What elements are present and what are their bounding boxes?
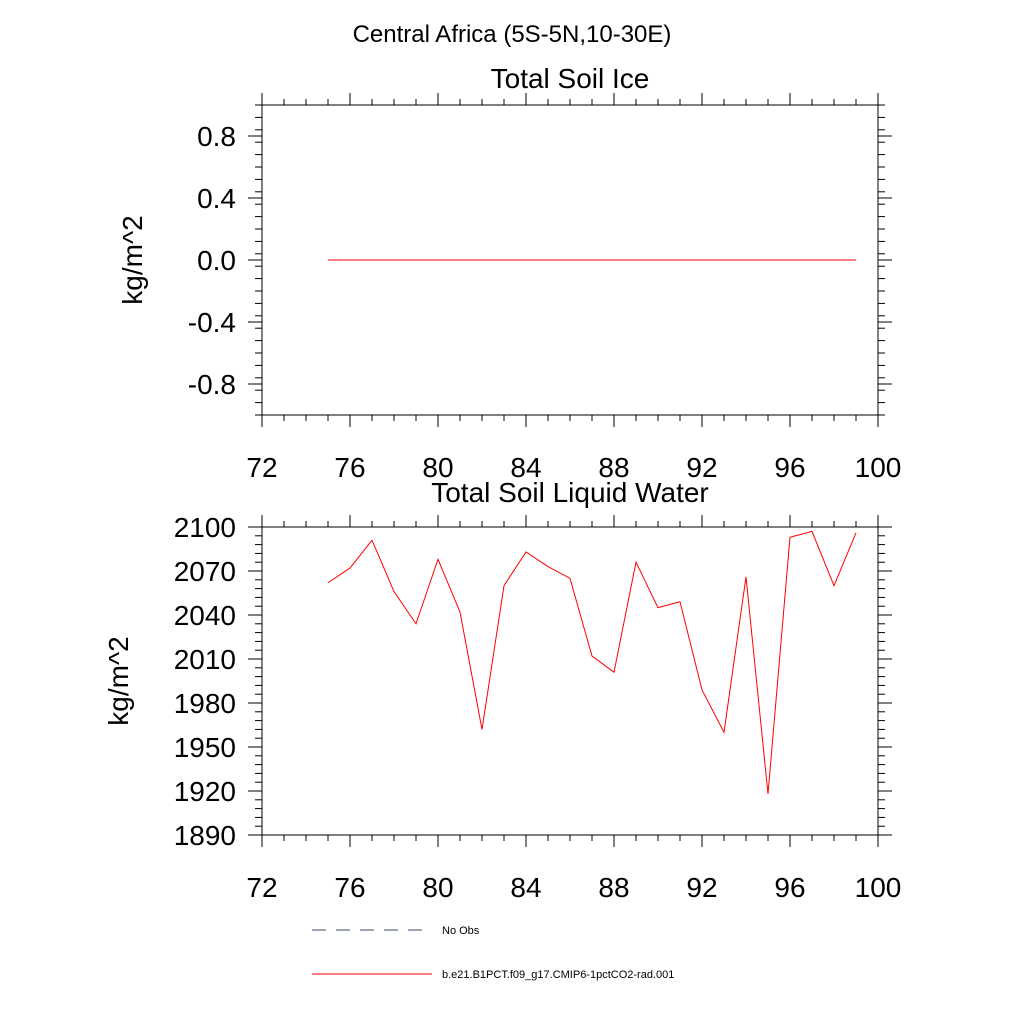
soil-ice-ytick-label: 0.8 [197, 121, 236, 152]
soil-ice-xtick-label: 80 [422, 452, 453, 483]
soil-liquid-water-plot-frame [261, 526, 879, 836]
soil-liquid-water-xtick-label: 84 [510, 872, 541, 903]
soil-ice-xtick-label: 76 [334, 452, 365, 483]
soil-liquid-water-series-line [327, 530, 857, 794]
soil-liquid-water-ytick-label: 1980 [174, 688, 236, 719]
soil-ice-ytick-label: 0.4 [197, 183, 236, 214]
soil-liquid-water-ylabel: kg/m^2 [103, 636, 134, 725]
figure-suptitle: Central Africa (5S-5N,10-30E) [353, 21, 672, 48]
soil-ice-xtick-label: 84 [510, 452, 541, 483]
legend: No Obs b.e21.B1PCT.f09_g17.CMIP6-1pctCO2… [312, 925, 674, 981]
soil-liquid-water-xtick-label: 96 [774, 872, 805, 903]
soil-ice-ytick-label: -0.8 [188, 369, 236, 400]
soil-liquid-water-ytick-label: 1890 [174, 820, 236, 851]
legend-item-model: b.e21.B1PCT.f09_g17.CMIP6-1pctCO2-rad.00… [312, 969, 674, 981]
soil-liquid-water-xtick-label: 100 [855, 872, 902, 903]
soil-ice-panel: Total Soil Ice kg/m^2 72 76 80 84 88 92 96 100 -… [117, 63, 901, 483]
soil-ice-xtick-label: 96 [774, 452, 805, 483]
soil-ice-xtick-label: 92 [686, 452, 717, 483]
soil-ice-xtick-label: 72 [246, 452, 277, 483]
soil-ice-title: Total Soil Ice [491, 63, 650, 94]
soil-liquid-water-title: Total Soil Liquid Water [431, 477, 709, 508]
soil-ice-ylabel: kg/m^2 [117, 215, 148, 304]
legend-label-no-obs: No Obs [442, 925, 480, 937]
soil-liquid-water-ytick-label: 2010 [174, 644, 236, 675]
soil-liquid-water-panel: Total Soil Liquid Water kg/m^2 72 76 80 84 8… [103, 477, 901, 903]
soil-liquid-water-ytick-label: 1950 [174, 732, 236, 763]
legend-item-no-obs: No Obs [312, 925, 480, 937]
soil-liquid-water-xtick-label: 92 [686, 872, 717, 903]
soil-ice-xtick-label: 100 [855, 452, 902, 483]
soil-liquid-water-xtick-label: 80 [422, 872, 453, 903]
soil-ice-xtick-label: 88 [598, 452, 629, 483]
soil-ice-ytick-label: 0.0 [197, 245, 236, 276]
soil-liquid-water-xtick-label: 76 [334, 872, 365, 903]
soil-liquid-water-ytick-label: 2040 [174, 600, 236, 631]
soil-liquid-water-xtick-label: 72 [246, 872, 277, 903]
legend-label-model: b.e21.B1PCT.f09_g17.CMIP6-1pctCO2-rad.00… [442, 969, 674, 981]
soil-liquid-water-ytick-label: 1920 [174, 776, 236, 807]
soil-liquid-water-ytick-label: 2070 [174, 556, 236, 587]
soil-ice-ytick-label: -0.4 [188, 307, 236, 338]
soil-liquid-water-ytick-label: 2100 [174, 512, 236, 543]
soil-liquid-water-xtick-label: 88 [598, 872, 629, 903]
